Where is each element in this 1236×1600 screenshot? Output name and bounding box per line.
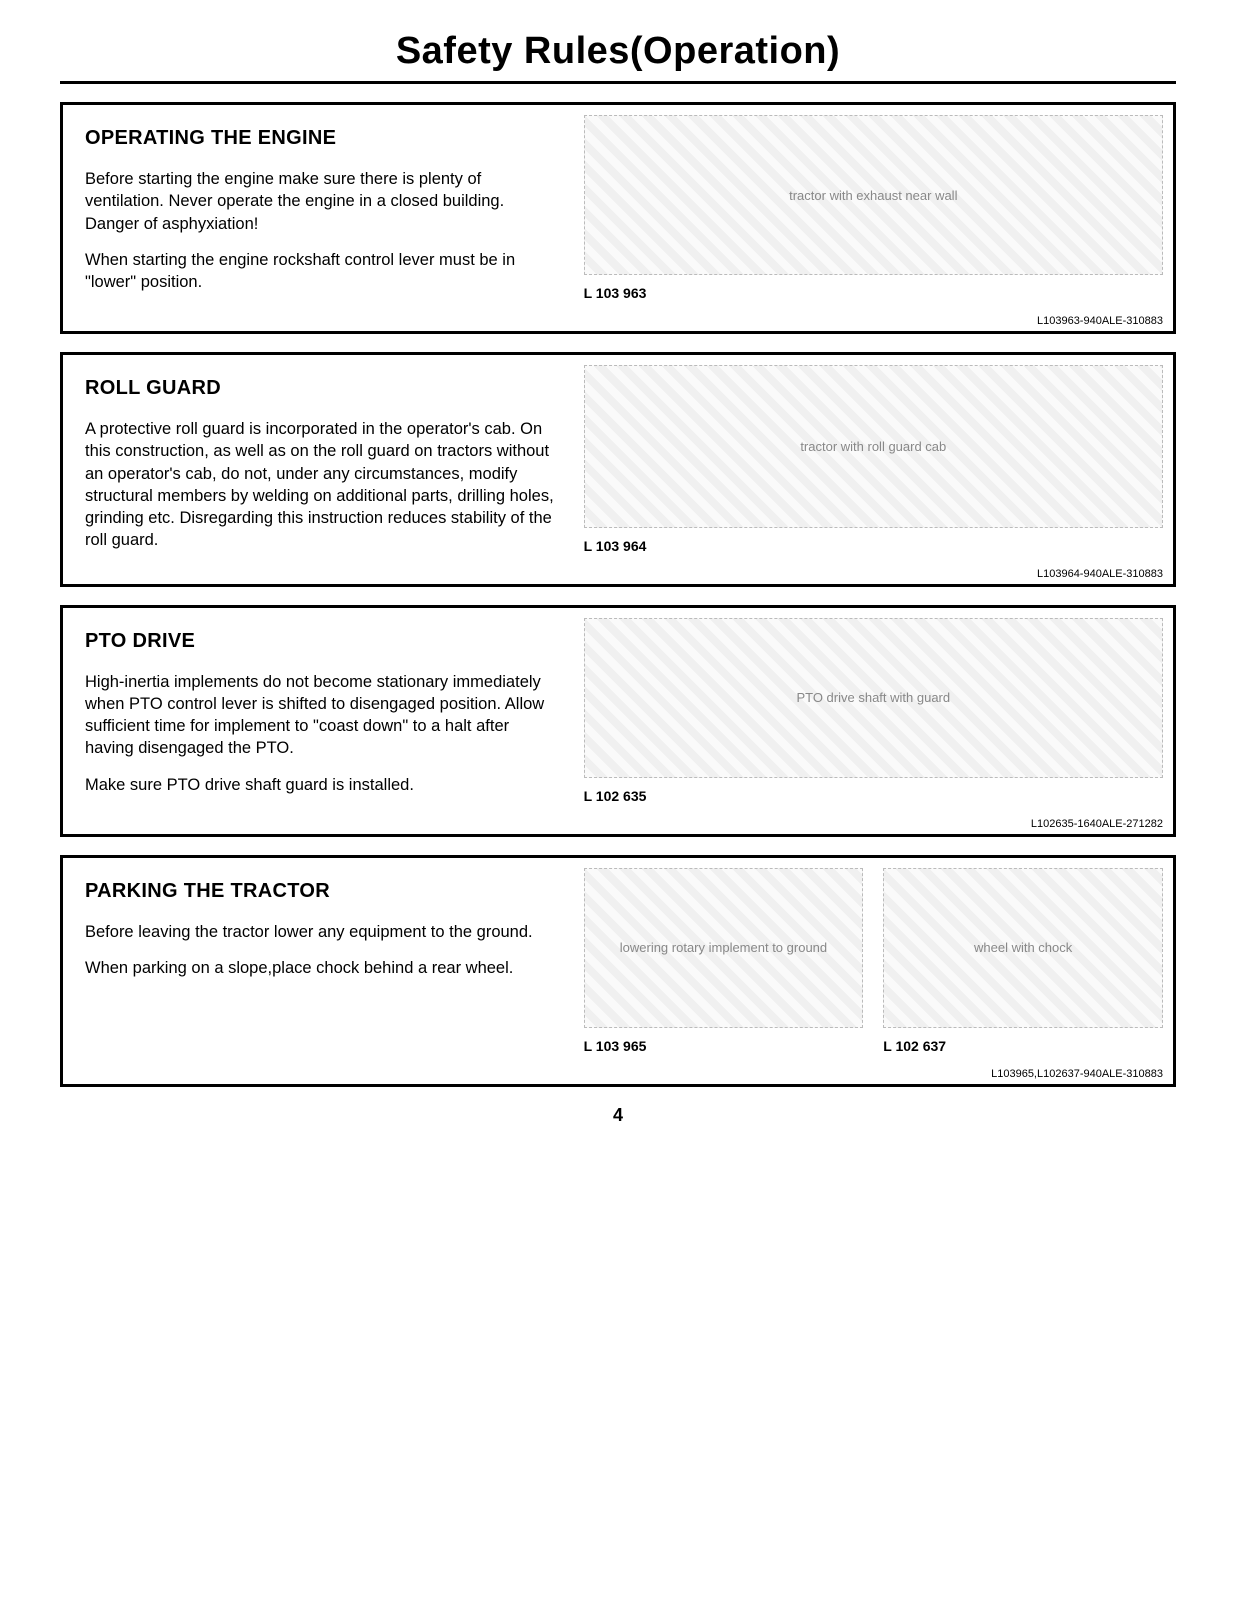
- figure-label: L 103 964: [584, 534, 1163, 554]
- section-figure: tractor with roll guard cab L 103 964 L1…: [574, 355, 1173, 584]
- figure-pair: lowering rotary implement to ground L 10…: [584, 868, 1163, 1054]
- section-text: ROLL GUARD A protective roll guard is in…: [63, 355, 574, 584]
- figure-illustration: PTO drive shaft with guard: [584, 618, 1163, 778]
- figure-column: wheel with chock L 102 637: [883, 868, 1163, 1054]
- figure-label: L 103 963: [584, 281, 1163, 301]
- page-number: 4: [60, 1105, 1176, 1126]
- section-heading: PTO DRIVE: [85, 630, 556, 653]
- reference-code: L103965,L102637-940ALE-310883: [991, 1068, 1163, 1080]
- section-paragraph: High-inertia implements do not become st…: [85, 671, 556, 760]
- figure-column: lowering rotary implement to ground L 10…: [584, 868, 864, 1054]
- page-title-container: Safety Rules(Operation): [60, 30, 1176, 84]
- figure-illustration: lowering rotary implement to ground: [584, 868, 864, 1028]
- reference-code: L103963-940ALE-310883: [1037, 315, 1163, 327]
- figure-label: L 103 965: [584, 1034, 864, 1054]
- section-text: OPERATING THE ENGINE Before starting the…: [63, 105, 574, 331]
- reference-code: L103964-940ALE-310883: [1037, 568, 1163, 580]
- section-pto-drive: PTO DRIVE High-inertia implements do not…: [60, 605, 1176, 837]
- section-paragraph: Make sure PTO drive shaft guard is insta…: [85, 774, 556, 796]
- page-title: Safety Rules(Operation): [60, 30, 1176, 73]
- section-paragraph: When parking on a slope,place chock behi…: [85, 957, 556, 979]
- section-figure: PTO drive shaft with guard L 102 635 L10…: [574, 608, 1173, 834]
- section-paragraph: Before starting the engine make sure the…: [85, 168, 556, 235]
- figure-illustration: tractor with exhaust near wall: [584, 115, 1163, 275]
- section-paragraph: Before leaving the tractor lower any equ…: [85, 921, 556, 943]
- figure-label: L 102 635: [584, 784, 1163, 804]
- figure-label: L 102 637: [883, 1034, 1163, 1054]
- section-figure: tractor with exhaust near wall L 103 963…: [574, 105, 1173, 331]
- section-paragraph: A protective roll guard is incorporated …: [85, 418, 556, 552]
- section-parking-tractor: PARKING THE TRACTOR Before leaving the t…: [60, 855, 1176, 1087]
- section-roll-guard: ROLL GUARD A protective roll guard is in…: [60, 352, 1176, 587]
- section-heading: ROLL GUARD: [85, 377, 556, 400]
- figure-illustration: tractor with roll guard cab: [584, 365, 1163, 528]
- section-heading: PARKING THE TRACTOR: [85, 880, 556, 903]
- section-figure: lowering rotary implement to ground L 10…: [574, 858, 1173, 1084]
- section-operating-engine: OPERATING THE ENGINE Before starting the…: [60, 102, 1176, 334]
- section-text: PTO DRIVE High-inertia implements do not…: [63, 608, 574, 834]
- section-text: PARKING THE TRACTOR Before leaving the t…: [63, 858, 574, 1084]
- section-heading: OPERATING THE ENGINE: [85, 127, 556, 150]
- reference-code: L102635-1640ALE-271282: [1031, 818, 1163, 830]
- figure-illustration: wheel with chock: [883, 868, 1163, 1028]
- section-paragraph: When starting the engine rockshaft contr…: [85, 249, 556, 294]
